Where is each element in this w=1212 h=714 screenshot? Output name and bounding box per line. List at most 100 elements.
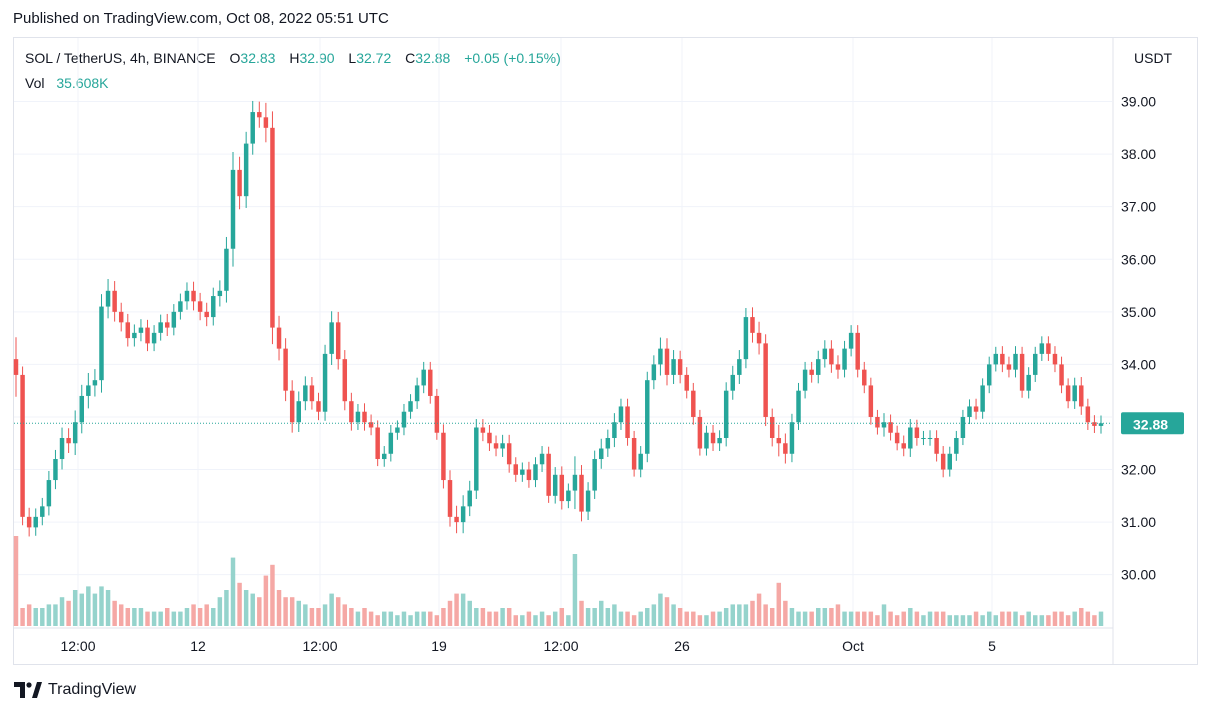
low-key: L — [348, 50, 357, 66]
candle-body — [474, 427, 479, 491]
tradingview-wordmark: TradingView — [48, 681, 137, 698]
volume-bar — [717, 611, 722, 626]
volume-bar — [868, 611, 874, 626]
volume-bar — [1072, 611, 1077, 626]
volume-bar — [105, 590, 111, 626]
volume-bar — [26, 604, 32, 626]
candle-body — [184, 290, 190, 302]
close-key: C — [405, 50, 416, 66]
volume-bar — [362, 608, 367, 626]
volume-bar — [960, 615, 966, 626]
volume-bar — [395, 615, 400, 626]
volume-bar — [901, 611, 906, 626]
volume-bar — [881, 604, 887, 626]
volume-bar — [592, 608, 597, 626]
candle-body — [112, 290, 117, 312]
symbol-label[interactable]: SOL / TetherUS, 4h, BINANCE — [25, 50, 216, 66]
volume-bar — [283, 597, 288, 626]
volume-bar — [316, 608, 321, 626]
price-tick-label: 39.00 — [1121, 94, 1156, 110]
candle-body — [257, 112, 262, 118]
volume-bar — [309, 608, 315, 626]
candle-body — [552, 474, 558, 496]
candle-body — [500, 443, 505, 449]
candle-body — [743, 317, 749, 360]
volume-bar — [822, 608, 828, 626]
volume-bar — [112, 600, 117, 626]
volume-bar — [572, 554, 578, 626]
volume-bar — [1059, 611, 1064, 626]
candle-body — [927, 438, 933, 439]
candle-body — [559, 474, 565, 502]
volume-bar — [1013, 611, 1018, 626]
volume-bar — [329, 593, 334, 626]
volume-bar — [566, 615, 571, 626]
volume-bar — [769, 608, 775, 626]
volume-bar — [86, 586, 91, 626]
volume-bar — [1033, 615, 1038, 626]
candle-body — [224, 248, 229, 291]
candle-body — [645, 380, 650, 454]
price-tick-label: 36.00 — [1121, 251, 1156, 267]
volume-value: 35.608K — [56, 75, 109, 91]
volume-bar — [289, 597, 295, 626]
volume-bar — [914, 611, 920, 626]
volume-bar — [1098, 611, 1104, 626]
open-key: O — [229, 50, 241, 66]
candle-body — [362, 411, 367, 423]
volume-bar — [986, 611, 992, 626]
candle-body — [1052, 353, 1058, 365]
candle-body — [750, 317, 755, 333]
candle-body — [809, 369, 814, 375]
candle-body — [579, 474, 584, 512]
volume-bar — [710, 611, 716, 626]
candle-body — [165, 322, 170, 328]
candle-body — [86, 385, 91, 396]
time-tick-label: 12:00 — [302, 638, 337, 654]
tradingview-brand[interactable]: TradingView — [14, 681, 136, 699]
candle-body — [395, 427, 400, 433]
candle-body — [526, 469, 532, 481]
volume-bar — [460, 593, 466, 626]
price-tick-label: 31.00 — [1121, 514, 1156, 530]
candle-body — [480, 427, 486, 433]
time-tick-label: 12:00 — [543, 638, 578, 654]
open-value: 32.83 — [240, 50, 276, 66]
candle-body — [520, 469, 525, 475]
price-tick-label: 37.00 — [1121, 199, 1156, 215]
volume-bar — [677, 608, 683, 626]
candle-body — [506, 443, 512, 465]
volume-key[interactable]: Vol — [25, 75, 45, 91]
volume-bar — [658, 593, 663, 626]
price-tick-label: 30.00 — [1121, 567, 1156, 583]
volume-bar — [789, 608, 795, 626]
candle-body — [283, 348, 288, 391]
volume-bar — [59, 597, 65, 626]
candle-body — [816, 359, 821, 375]
volume-bar — [756, 593, 762, 626]
volume-bar — [13, 536, 19, 626]
close-value: 32.88 — [415, 50, 451, 66]
candle-body — [723, 390, 729, 438]
volume-bar — [125, 608, 131, 626]
price-unit-label: USDT — [1134, 50, 1173, 66]
candle-body — [947, 453, 952, 470]
candle-body — [99, 306, 104, 381]
volume-bar — [118, 604, 124, 626]
candle-body — [848, 332, 854, 349]
volume-bar — [388, 611, 394, 626]
volume-bar — [1000, 611, 1005, 626]
candle-body — [421, 369, 426, 386]
candle-body — [322, 353, 328, 412]
volume-bar — [500, 608, 505, 626]
candle-body — [894, 432, 900, 444]
candle-body — [388, 432, 394, 454]
volume-bar — [421, 611, 426, 626]
candle-body — [592, 459, 597, 491]
high-value: 32.90 — [299, 50, 335, 66]
candle-body — [414, 385, 420, 402]
volume-bar — [20, 608, 25, 626]
volume-bar — [138, 608, 144, 626]
candle-body — [954, 438, 959, 454]
